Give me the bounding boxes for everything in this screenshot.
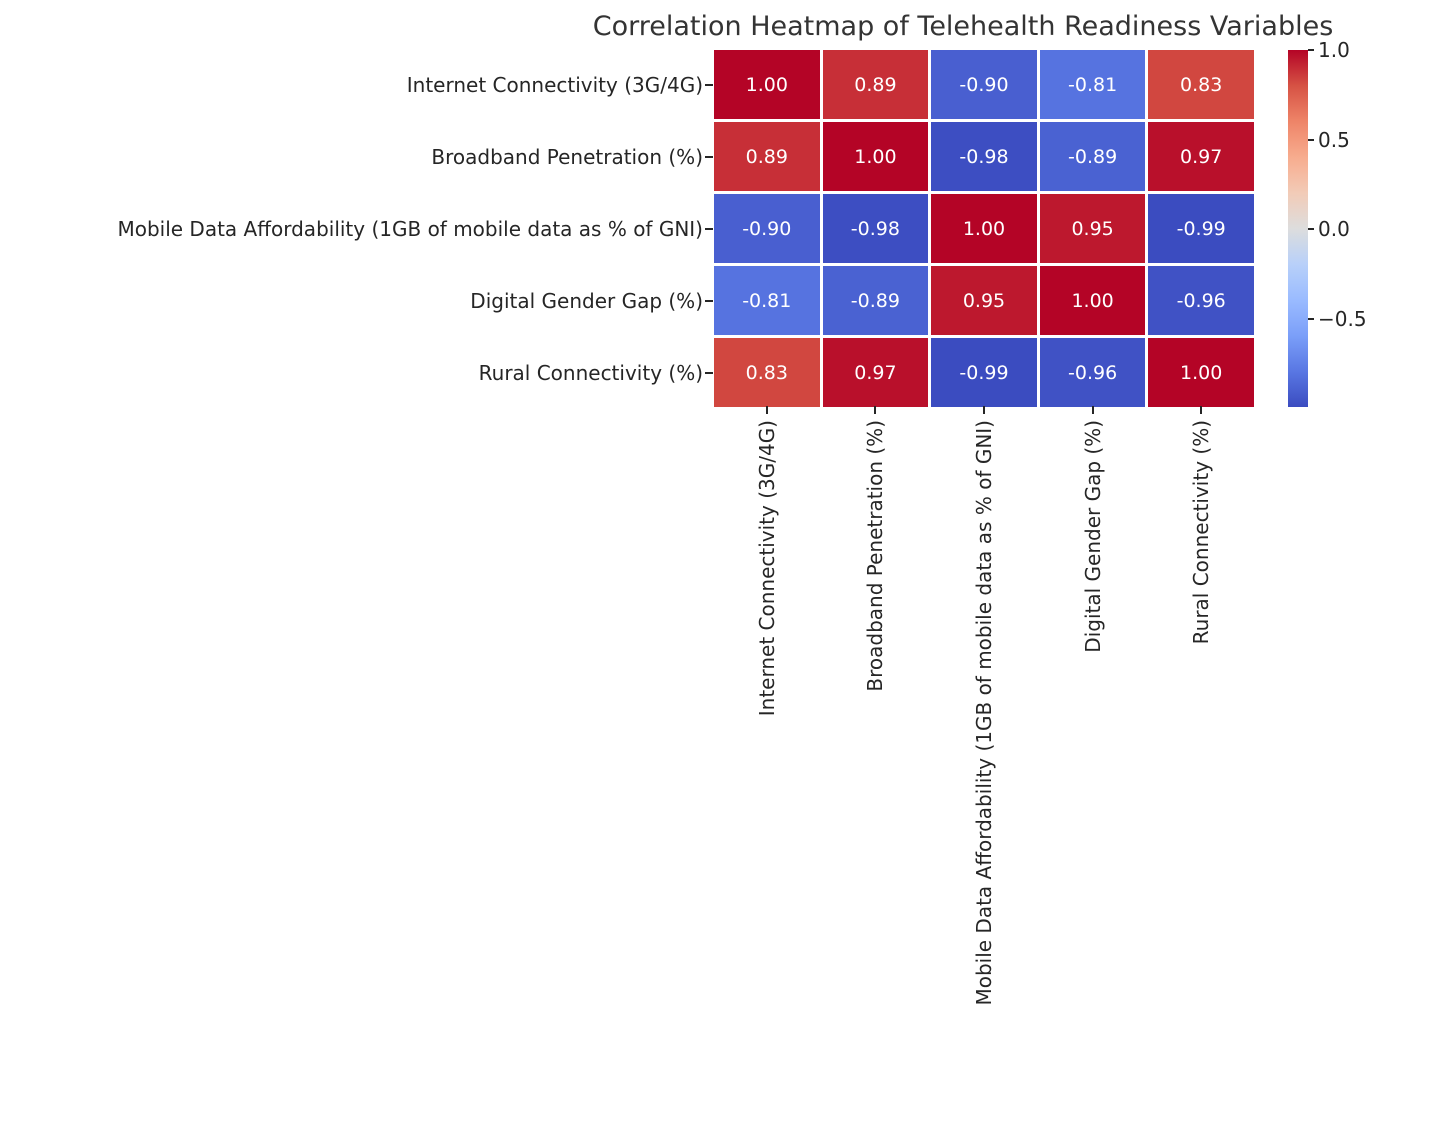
colorbar-tick-label: 0.5 <box>1318 127 1350 152</box>
y-tick-label: Internet Connectivity (3G/4G) <box>406 72 703 97</box>
heatmap-cell: -0.98 <box>822 194 929 263</box>
y-tick-mark <box>705 227 713 230</box>
heatmap-cell: 0.97 <box>822 338 929 407</box>
x-tick-mark <box>765 406 768 414</box>
y-tick-label: Rural Connectivity (%) <box>478 360 703 385</box>
x-tick-label: Broadband Penetration (%) <box>863 420 888 692</box>
y-tick-label: Digital Gender Gap (%) <box>470 288 703 313</box>
heatmap-cell: 0.95 <box>1039 194 1146 263</box>
heatmap-cell: -0.96 <box>1148 266 1254 335</box>
heatmap-cell: 1.00 <box>714 50 820 119</box>
heatmap-cell: 0.95 <box>931 266 1037 335</box>
colorbar <box>1288 50 1308 407</box>
heatmap-cell: 1.00 <box>822 122 929 191</box>
x-tick-label: Digital Gender Gap (%) <box>1080 420 1105 653</box>
heatmap-cell: 0.83 <box>714 338 820 407</box>
heatmap-cell: 0.83 <box>1148 50 1254 119</box>
heatmap-cell: 0.89 <box>822 50 929 119</box>
heatmap-cell: -0.89 <box>1039 122 1146 191</box>
x-tick-label: Internet Connectivity (3G/4G) <box>754 420 779 717</box>
heatmap-cell: -0.89 <box>822 266 929 335</box>
heatmap-cell: -0.81 <box>1039 50 1146 119</box>
colorbar-tick-mark <box>1308 228 1314 231</box>
heatmap-cell: -0.90 <box>931 50 1037 119</box>
y-tick-label: Mobile Data Affordability (1GB of mobile… <box>117 216 703 241</box>
y-tick-label: Broadband Penetration (%) <box>431 144 703 169</box>
y-tick-mark <box>705 371 713 374</box>
heatmap-cell: -0.99 <box>931 338 1037 407</box>
heatmap-cell: -0.96 <box>1039 338 1146 407</box>
x-tick-mark <box>874 406 877 414</box>
x-tick-label: Mobile Data Affordability (1GB of mobile… <box>972 420 996 1006</box>
heatmap-cell: 0.97 <box>1148 122 1254 191</box>
x-tick-mark <box>1091 406 1094 414</box>
colorbar-tick-label: 0.0 <box>1318 217 1350 242</box>
y-tick-mark <box>705 83 713 86</box>
heatmap-cell: -0.90 <box>714 194 820 263</box>
colorbar-tick-mark <box>1308 138 1314 141</box>
y-tick-mark <box>705 299 713 302</box>
colorbar-tick-mark <box>1308 49 1314 51</box>
x-tick-mark <box>983 406 985 414</box>
heatmap-grid: 1.00 0.89 -0.90 -0.81 0.83 0.89 1.00 -0.98 -0.89… <box>714 50 1254 407</box>
heatmap-cell: -0.99 <box>1148 194 1254 263</box>
y-tick-mark <box>705 155 713 158</box>
colorbar-tick-label: −0.5 <box>1318 307 1367 332</box>
chart-title: Correlation Heatmap of Telehealth Readin… <box>592 11 1334 42</box>
heatmap-cell: 1.00 <box>1039 266 1146 335</box>
heatmap-cell: 1.00 <box>1148 338 1254 407</box>
heatmap-cell: 0.89 <box>714 122 820 191</box>
colorbar-tick-mark <box>1308 318 1314 321</box>
x-tick-label: Rural Connectivity (%) <box>1189 420 1214 645</box>
heatmap-cell: -0.81 <box>714 266 820 335</box>
heatmap-cell: -0.98 <box>931 122 1037 191</box>
x-tick-mark <box>1200 406 1203 414</box>
heatmap-cell: 1.00 <box>931 194 1037 263</box>
colorbar-tick-label: 1.0 <box>1318 38 1350 62</box>
